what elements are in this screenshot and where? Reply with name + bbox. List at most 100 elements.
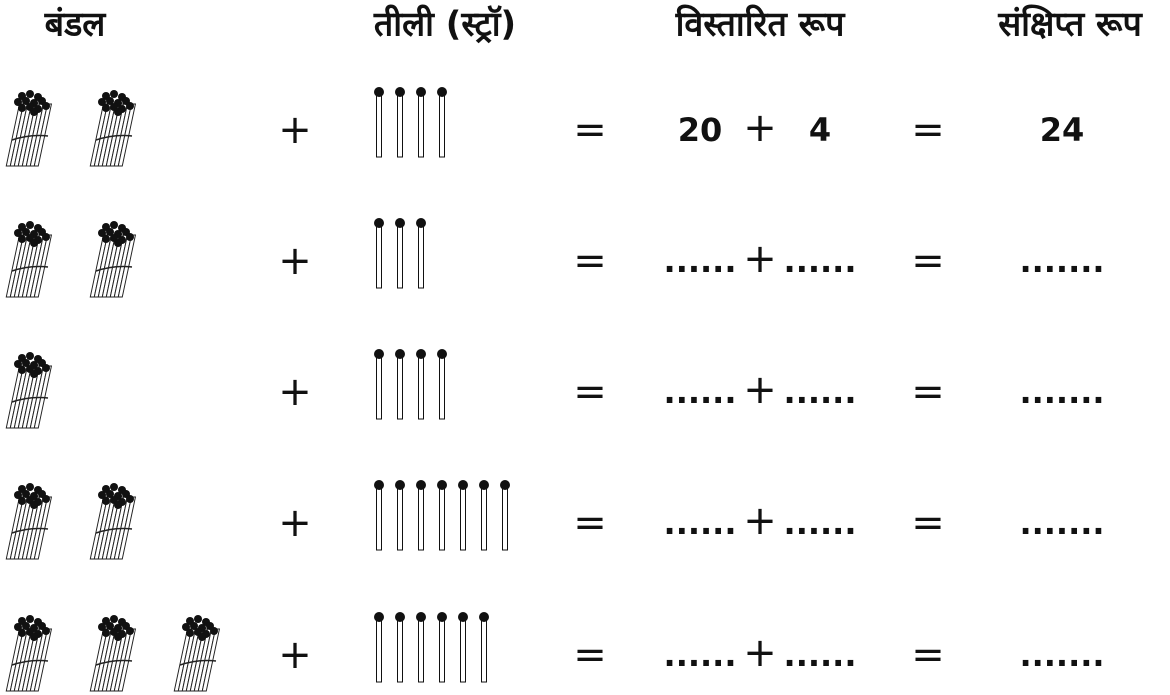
bundle-head <box>106 490 114 498</box>
stick-head <box>374 349 384 359</box>
bundle <box>89 90 137 167</box>
bundle-head <box>18 629 26 637</box>
expanded-term: ...... <box>784 373 857 411</box>
bundle-band <box>95 134 133 141</box>
bundle-head <box>114 239 122 247</box>
bundle-head <box>210 627 218 635</box>
bundle-head <box>22 359 30 367</box>
bundle-head <box>98 491 106 499</box>
equals-sign: = <box>573 500 607 546</box>
stick <box>439 486 445 551</box>
bundle-head <box>102 235 110 243</box>
stick-head <box>395 218 405 228</box>
stick <box>397 355 403 420</box>
stick <box>397 224 403 289</box>
bundle-head <box>42 627 50 635</box>
plus-sign: + <box>278 369 312 415</box>
bundle-head <box>182 623 190 631</box>
plus-sign: + <box>743 367 777 413</box>
bundle-band <box>95 659 133 666</box>
stick-head <box>458 612 468 622</box>
stick <box>376 355 382 420</box>
equals-sign: = <box>911 632 945 678</box>
stick-head <box>458 480 468 490</box>
bundle-head <box>190 622 198 630</box>
bundle-head <box>30 108 38 116</box>
stick-head <box>374 480 384 490</box>
bundle-head <box>30 370 38 378</box>
expanded-term: ...... <box>784 636 857 674</box>
stick <box>418 93 424 158</box>
stick-head <box>395 612 405 622</box>
equals-sign: = <box>573 107 607 153</box>
bundle-head <box>110 615 118 623</box>
expanded-term: ...... <box>784 242 857 280</box>
equals-sign: = <box>911 238 945 284</box>
stick <box>502 486 508 551</box>
bundle-head <box>194 615 202 623</box>
stick-head <box>416 349 426 359</box>
bundle-head <box>30 633 38 641</box>
bundle-head <box>42 102 50 110</box>
stick-group <box>374 349 447 420</box>
plus-sign: + <box>278 500 312 546</box>
bundle-group <box>5 483 137 560</box>
bundle-head <box>126 233 134 241</box>
bundle-head <box>18 235 26 243</box>
header: विस्तारित रूप <box>675 4 846 45</box>
stick <box>418 486 424 551</box>
bundle-head <box>98 623 106 631</box>
bundle-head <box>18 497 26 505</box>
stick-head <box>395 349 405 359</box>
bundle-band <box>11 396 49 403</box>
stick <box>439 93 445 158</box>
stick-head <box>416 87 426 97</box>
stick-head <box>479 480 489 490</box>
stick <box>481 618 487 683</box>
short-form: ....... <box>1019 636 1104 674</box>
bundle-head <box>42 495 50 503</box>
header: तीली (स्ट्रॉ) <box>373 4 516 45</box>
bundle-band <box>11 527 49 534</box>
bundle-head <box>22 228 30 236</box>
bundle-head <box>26 352 34 360</box>
short-form: ....... <box>1019 373 1104 411</box>
bundle <box>89 615 137 692</box>
bundle-head <box>14 98 22 106</box>
expanded-term: 20 <box>678 111 723 149</box>
bundle-head <box>26 615 34 623</box>
expanded-term: ...... <box>664 636 737 674</box>
bundle-head <box>102 497 110 505</box>
stick <box>376 486 382 551</box>
stick-group <box>374 612 489 683</box>
bundle-head <box>22 490 30 498</box>
stick <box>439 355 445 420</box>
stick-group <box>374 87 447 158</box>
stick <box>460 486 466 551</box>
stick <box>481 486 487 551</box>
stick <box>397 93 403 158</box>
bundle-head <box>110 90 118 98</box>
short-form: ....... <box>1019 504 1104 542</box>
stick-head <box>500 480 510 490</box>
stick <box>376 618 382 683</box>
stick-head <box>437 612 447 622</box>
bundle-head <box>18 104 26 112</box>
bundle-band <box>11 659 49 666</box>
bundle-group <box>5 615 221 692</box>
plus-sign: + <box>743 105 777 151</box>
bundle-band <box>11 134 49 141</box>
bundle-head <box>30 501 38 509</box>
equals-sign: = <box>573 238 607 284</box>
stick-group <box>374 218 426 289</box>
bundle-head <box>126 495 134 503</box>
stick <box>460 618 466 683</box>
equals-sign: = <box>573 632 607 678</box>
stick <box>439 618 445 683</box>
bundle-head <box>198 633 206 641</box>
stick-head <box>437 349 447 359</box>
bundle-head <box>126 102 134 110</box>
bundle-head <box>98 98 106 106</box>
